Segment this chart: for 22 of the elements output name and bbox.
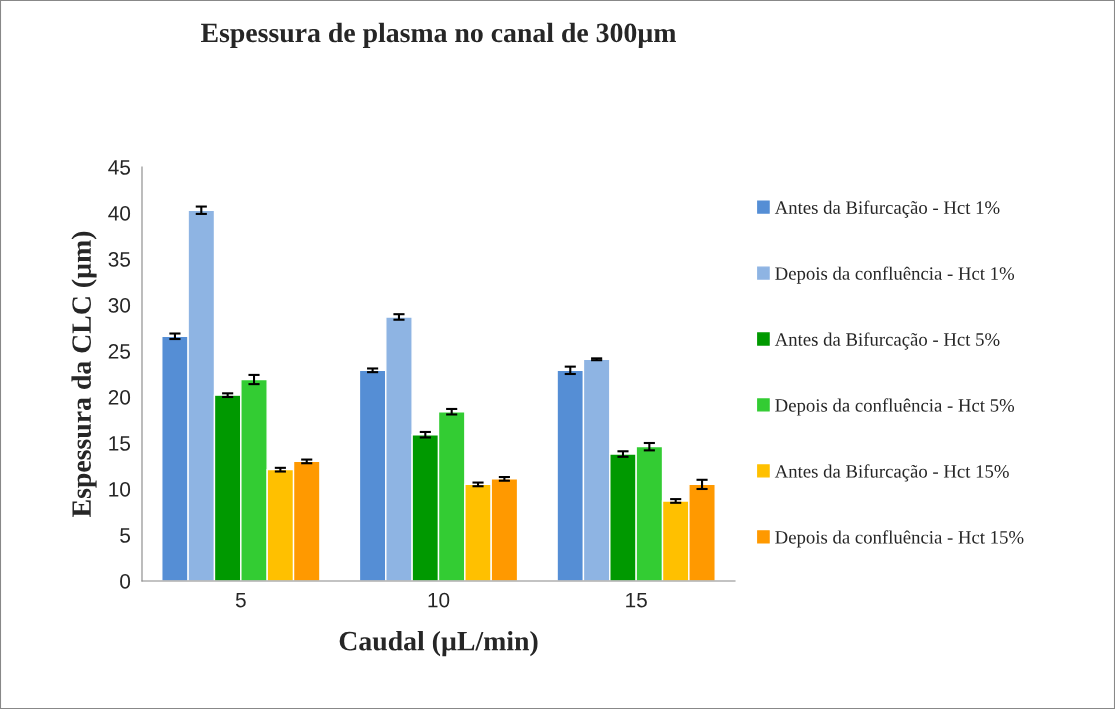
x-tick-label: 10: [428, 592, 450, 608]
legend-label: Depois da confluência - Hct 1%: [775, 266, 1015, 284]
legend-label: Depois da confluência - Hct 15%: [775, 530, 1024, 548]
chart-title: Espessura de plasma no canal de 300µm: [201, 22, 676, 48]
x-tick-label: 15: [626, 592, 647, 608]
legend-label: Antes da Bifurcação - Hct 1%: [774, 200, 1000, 218]
y-tick-label: 0: [120, 574, 131, 589]
x-axis-title: Caudal (µL/min): [339, 630, 538, 657]
x-tick-label: 5: [235, 592, 246, 608]
y-tick-label: 20: [108, 390, 131, 405]
y-tick-label: 30: [108, 298, 131, 313]
legend-label: Antes da Bifurcação - Hct 5%: [774, 332, 1000, 350]
y-tick-label: 35: [108, 252, 131, 267]
y-tick-label: 45: [108, 160, 131, 175]
y-tick-label: 5: [120, 528, 131, 543]
y-tick-label: 40: [108, 206, 131, 221]
y-tick-label: 25: [108, 344, 131, 359]
legend-label: Depois da confluência - Hct 5%: [775, 398, 1015, 416]
y-tick-label: 15: [109, 436, 131, 451]
legend-label: Antes da Bifurcação - Hct 15%: [774, 464, 1009, 482]
y-tick-label: 10: [109, 482, 131, 497]
y-axis-title: Espessura da CLC (µm): [71, 231, 97, 517]
